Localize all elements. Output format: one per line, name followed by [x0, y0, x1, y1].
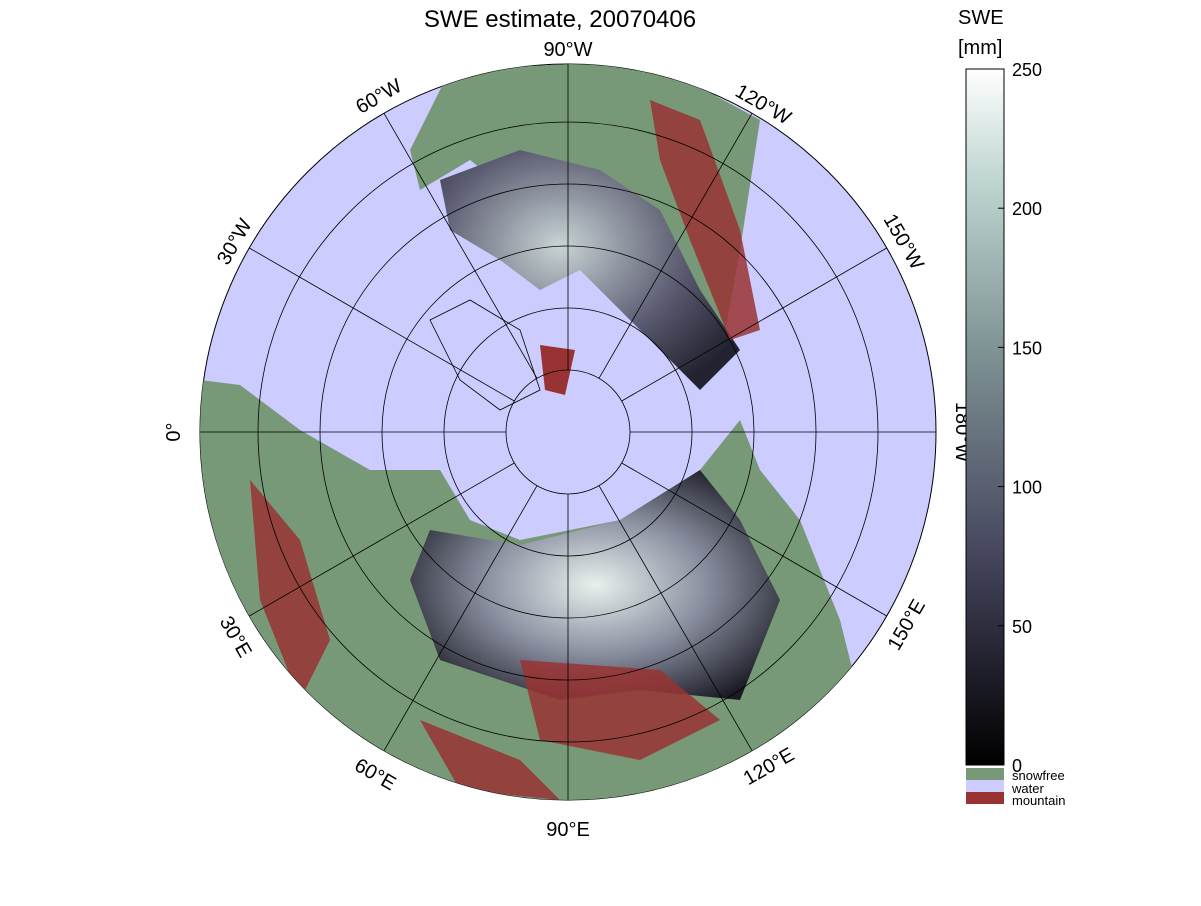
meridian-line	[383, 485, 538, 751]
meridian-line	[598, 485, 753, 751]
legend-swatch	[966, 792, 1004, 804]
meridian-label: 0°	[163, 422, 185, 441]
meridian-line	[249, 247, 515, 402]
legend-label: water	[1011, 781, 1044, 796]
meridian-label: 30°E	[215, 613, 256, 662]
legend-label: snowfree	[1012, 768, 1065, 783]
meridian-label: 90°W	[543, 39, 592, 61]
meridian-line	[598, 113, 753, 379]
colorbar-label: [mm]	[958, 37, 1002, 59]
colorbar-tick-label: 0	[1012, 756, 1022, 776]
colorbar-scale	[965, 68, 1005, 766]
meridian-line	[621, 462, 887, 617]
map-title: SWE estimate, 20070406	[424, 6, 696, 33]
meridian-line	[621, 247, 887, 402]
colorbar-label: SWE	[958, 7, 1004, 29]
meridian-line	[249, 462, 515, 617]
meridian-line	[383, 113, 538, 379]
colorbar-tick-label: 200	[1012, 199, 1042, 219]
map-disk	[199, 63, 937, 801]
legend-swatch	[966, 768, 1004, 780]
colorbar: SWE [mm] snowfree water mountain 0 50 100 1…	[958, 7, 1065, 808]
meridian-label: 60°E	[351, 754, 400, 795]
legend-label: mountain	[1012, 793, 1065, 808]
legend-swatch	[966, 780, 1004, 792]
land	[200, 64, 860, 800]
colorbar-tick-label: 50	[1012, 617, 1032, 637]
meridian-label: 90°E	[546, 819, 590, 841]
colorbar-tick-label: 100	[1012, 478, 1042, 498]
colorbar-tick-label: 250	[1012, 60, 1042, 80]
graticule	[200, 64, 936, 800]
colorbar-tick-label: 150	[1012, 338, 1042, 358]
